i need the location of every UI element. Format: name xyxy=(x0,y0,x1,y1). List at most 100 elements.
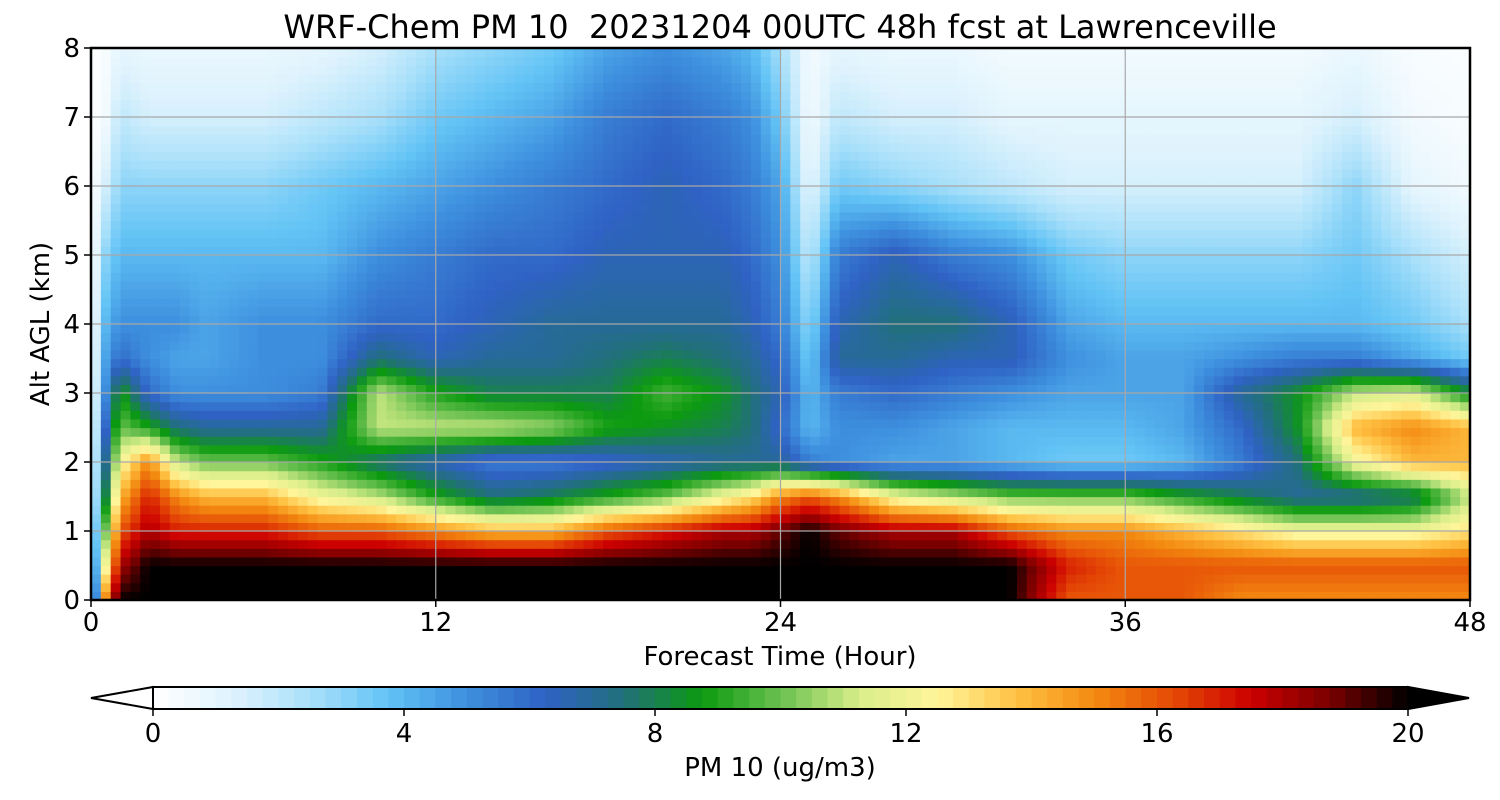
heatmap-cell xyxy=(169,565,181,575)
heatmap-cell xyxy=(1243,393,1254,403)
heatmap-cell xyxy=(1233,565,1245,575)
heatmap-cell xyxy=(416,367,427,377)
heatmap-cell xyxy=(524,548,535,558)
heatmap-cell xyxy=(1154,548,1166,558)
heatmap-cell xyxy=(583,306,594,316)
heatmap-cell xyxy=(228,548,240,558)
heatmap-cell xyxy=(327,298,338,308)
heatmap-cell xyxy=(1243,496,1254,506)
heatmap-cell xyxy=(918,349,929,360)
heatmap-cell xyxy=(750,315,762,325)
heatmap-cell xyxy=(790,505,801,515)
heatmap-cell xyxy=(573,496,585,506)
heatmap-cell xyxy=(425,341,437,351)
heatmap-cell xyxy=(1292,565,1304,575)
heatmap-cell xyxy=(238,444,250,454)
heatmap-cell xyxy=(711,591,722,600)
heatmap-cell xyxy=(494,349,506,360)
heatmap-cell xyxy=(524,436,535,446)
heatmap-cell xyxy=(790,315,801,325)
heatmap-cell xyxy=(1361,401,1373,411)
heatmap-cell xyxy=(1046,341,1057,351)
heatmap-cell xyxy=(1115,349,1126,360)
heatmap-cell xyxy=(603,496,614,506)
heatmap-cell xyxy=(573,470,585,480)
heatmap-cell xyxy=(91,401,102,411)
heatmap-cell xyxy=(593,574,604,584)
heatmap-cell xyxy=(150,418,161,429)
heatmap-cell xyxy=(1105,522,1116,532)
heatmap-cell xyxy=(366,444,378,454)
heatmap-cell xyxy=(435,289,447,299)
heatmap-cell xyxy=(810,556,821,567)
heatmap-cell xyxy=(1253,349,1264,360)
heatmap-cell xyxy=(1076,384,1087,394)
heatmap-cell xyxy=(1351,349,1363,360)
heatmap-cell xyxy=(1361,565,1373,575)
heatmap-cell xyxy=(1450,349,1461,360)
heatmap-cell xyxy=(682,531,693,541)
heatmap-cell xyxy=(150,436,161,446)
heatmap-cell xyxy=(455,375,466,385)
heatmap-cell xyxy=(1026,591,1038,600)
heatmap-cell xyxy=(652,289,663,299)
heatmap-cell xyxy=(987,324,998,334)
heatmap-cell xyxy=(1115,591,1126,600)
heatmap-cell xyxy=(376,444,388,454)
heatmap-cell xyxy=(278,539,289,549)
heatmap-cell xyxy=(100,401,112,411)
heatmap-cell xyxy=(593,453,604,463)
heatmap-cell xyxy=(682,548,693,558)
heatmap-cell xyxy=(977,298,988,308)
heatmap-cell xyxy=(1164,539,1176,549)
heatmap-cell xyxy=(494,418,506,429)
heatmap-cell xyxy=(1076,556,1087,567)
heatmap-cell xyxy=(1302,341,1313,351)
heatmap-cell xyxy=(406,349,417,360)
heatmap-cell xyxy=(159,332,171,342)
heatmap-cell xyxy=(1076,582,1087,592)
heatmap-cell xyxy=(770,367,782,377)
heatmap-cell xyxy=(1440,298,1451,308)
heatmap-cell xyxy=(1105,367,1116,377)
heatmap-cell xyxy=(1026,358,1038,368)
heatmap-cell xyxy=(1361,539,1373,549)
heatmap-cell xyxy=(573,453,585,463)
heatmap-cell xyxy=(268,315,279,325)
heatmap-cell xyxy=(485,487,496,498)
heatmap-cell xyxy=(987,315,998,325)
heatmap-cell xyxy=(1233,531,1245,541)
heatmap-cell xyxy=(1007,591,1018,600)
heatmap-cell xyxy=(879,539,890,549)
heatmap-cell xyxy=(928,401,939,411)
heatmap-cell xyxy=(130,496,141,506)
heatmap-cell xyxy=(1026,367,1038,377)
heatmap-cell xyxy=(327,289,338,299)
heatmap-cell xyxy=(780,470,791,480)
heatmap-cell xyxy=(524,298,535,308)
heatmap-cell xyxy=(1135,453,1146,463)
heatmap-cell xyxy=(1381,470,1392,480)
heatmap-cell xyxy=(780,298,791,308)
heatmap-cell xyxy=(977,565,988,575)
heatmap-cell xyxy=(494,332,506,342)
heatmap-cell xyxy=(888,548,900,558)
heatmap-cell xyxy=(485,315,496,325)
heatmap-cell xyxy=(1144,582,1156,592)
heatmap-cell xyxy=(810,462,821,472)
heatmap-cell xyxy=(1046,401,1057,411)
heatmap-cell xyxy=(288,565,299,575)
heatmap-cell xyxy=(1026,548,1038,558)
heatmap-cell xyxy=(465,556,476,567)
heatmap-cell xyxy=(1085,367,1097,377)
heatmap-cell xyxy=(425,384,437,394)
heatmap-cell xyxy=(879,479,890,489)
heatmap-cell xyxy=(248,513,260,523)
heatmap-cell xyxy=(386,341,397,351)
heatmap-cell xyxy=(1410,410,1422,420)
heatmap-cell xyxy=(741,513,752,523)
heatmap-cell xyxy=(1351,410,1363,420)
heatmap-cell xyxy=(1292,444,1304,454)
heatmap-cell xyxy=(1391,574,1402,584)
heatmap-cell xyxy=(396,470,407,480)
